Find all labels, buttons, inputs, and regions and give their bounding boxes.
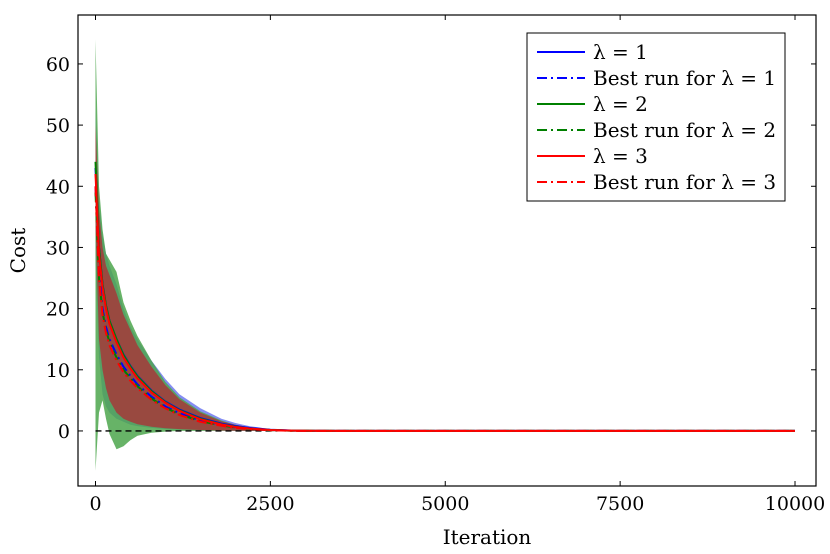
y-tick-label: 10 [46,360,70,382]
legend-box [526,32,786,202]
legend-label-5: Best run for λ = 3 [593,170,776,194]
legend-label-3: Best run for λ = 2 [593,118,776,142]
axis-ticks: 0 2500 5000 7500 10000 0 10 20 30 40 50 60 [46,15,825,515]
x-tick-label: 7500 [596,493,644,515]
x-tick-label: 10000 [765,493,825,515]
legend-label-1: Best run for λ = 1 [593,66,776,90]
y-tick-label: 50 [46,115,70,137]
x-tick-label: 2500 [246,493,294,515]
y-tick-label: 0 [58,421,70,443]
legend-label-4: λ = 3 [593,144,648,168]
series-line-0 [94,167,795,432]
y-axis-label: Cost [6,228,30,274]
legend-label-0: λ = 1 [593,40,648,64]
series-line-1 [94,186,795,432]
x-tick-label: 0 [89,493,101,515]
y-tick-label: 20 [46,299,70,321]
y-tick-label: 40 [46,176,70,198]
plot-frame [77,14,817,487]
confidence-bands [95,39,795,471]
series-line-4 [94,173,795,432]
legend-label-2: λ = 2 [593,92,648,116]
series-lines [94,161,795,432]
series-line-5 [94,186,795,432]
y-tick-label: 60 [46,54,70,76]
x-axis-label: Iteration [443,525,532,549]
x-tick-label: 5000 [421,493,469,515]
series-line-2 [94,161,795,432]
band-4 [95,125,795,431]
series-line-3 [94,192,795,432]
y-tick-label: 30 [46,237,70,259]
